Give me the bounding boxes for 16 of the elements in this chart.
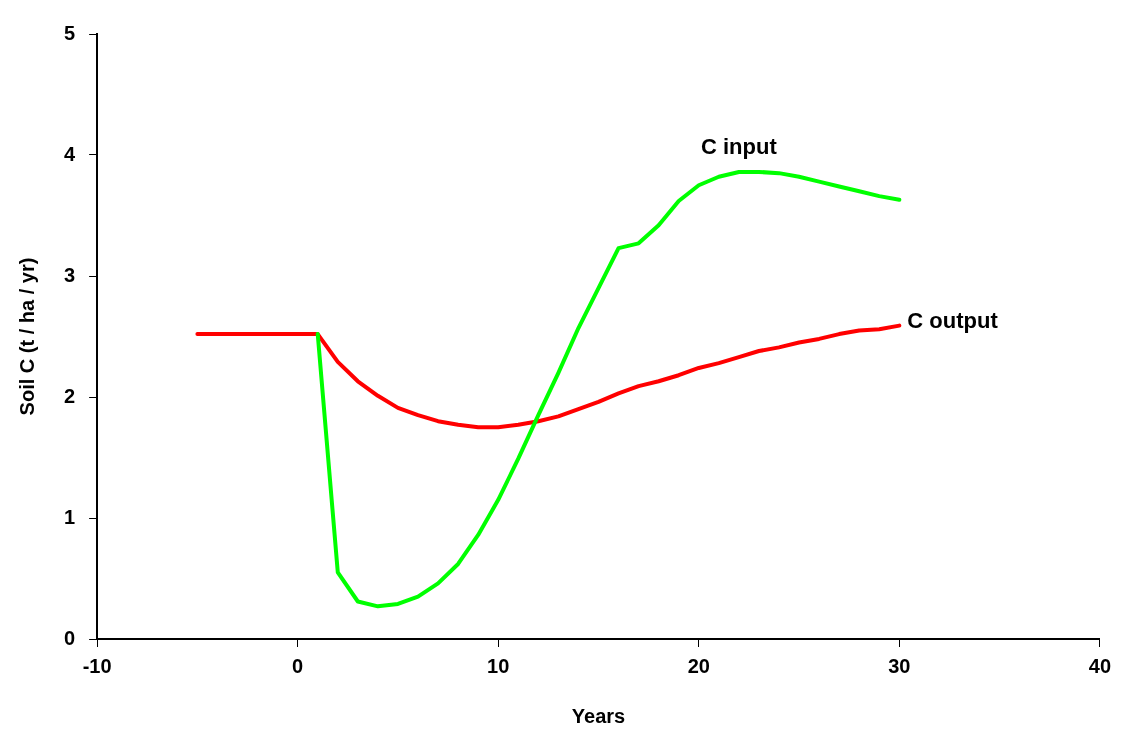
x-tick-label: 30 bbox=[888, 654, 911, 677]
series-label: C input bbox=[701, 134, 778, 159]
x-tick-label: -10 bbox=[82, 654, 112, 677]
y-tick-label: 5 bbox=[64, 21, 76, 44]
x-axis-title: Years bbox=[571, 704, 626, 727]
y-tick-label: 2 bbox=[64, 384, 76, 407]
x-tick-label: 40 bbox=[1088, 654, 1111, 677]
x-tick-label: 0 bbox=[292, 654, 304, 677]
y-tick-label: 4 bbox=[64, 142, 76, 165]
y-axis-title: Soil C (t / ha / yr) bbox=[15, 257, 38, 416]
y-tick-label: 0 bbox=[64, 626, 76, 649]
y-tick-label: 1 bbox=[64, 505, 76, 528]
series-label: C output bbox=[907, 307, 999, 333]
y-tick-label: 3 bbox=[64, 263, 76, 286]
x-tick-label: 10 bbox=[487, 654, 510, 677]
x-tick-label: 20 bbox=[687, 654, 710, 677]
